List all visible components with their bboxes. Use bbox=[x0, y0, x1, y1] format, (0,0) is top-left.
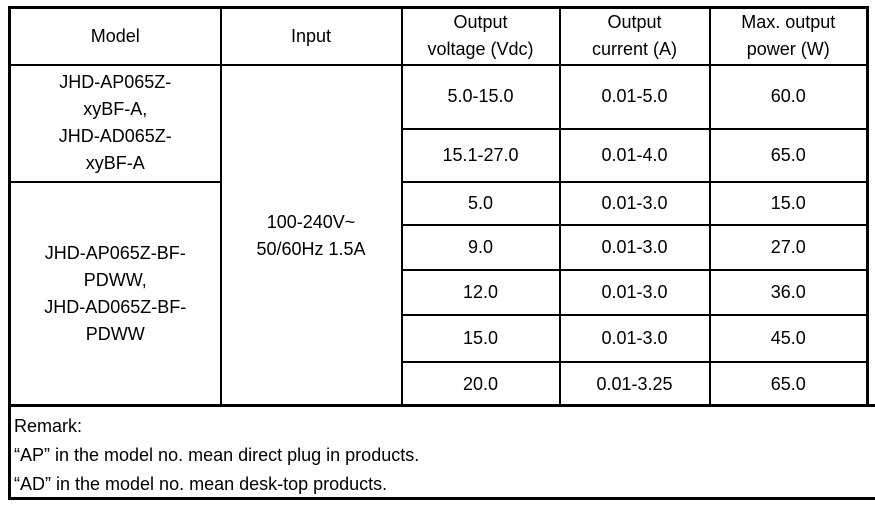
table-row: JHD-AP065Z-BF- PDWW, JHD-AD065Z-BF- PDWW… bbox=[8, 180, 869, 406]
output-voltage-cell: 20.0 bbox=[400, 360, 561, 406]
output-current-cell: 0.01-3.25 bbox=[558, 360, 711, 406]
header-input: Input bbox=[219, 6, 403, 66]
model-group-2-cell: JHD-AP065Z-BF- PDWW, JHD-AD065Z-BF- PDWW bbox=[8, 180, 222, 406]
header-output-current: Output current (A) bbox=[558, 6, 711, 66]
output-voltage-cell: 5.0-15.0 bbox=[400, 63, 561, 130]
output-current-cell: 0.01-5.0 bbox=[558, 63, 711, 130]
remark-line-ap: “AP” in the model no. mean direct plug i… bbox=[14, 445, 420, 465]
output-voltage-cell: 5.0 bbox=[400, 180, 561, 226]
header-row: Model Input Output voltage (Vdc) Output … bbox=[8, 6, 869, 66]
header-output-voltage: Output voltage (Vdc) bbox=[400, 6, 561, 66]
table-row: JHD-AP065Z- xyBF-A, JHD-AD065Z- xyBF-A 1… bbox=[8, 63, 869, 406]
max-output-power-cell: 27.0 bbox=[708, 223, 869, 271]
max-output-power-cell: 60.0 bbox=[708, 63, 869, 130]
output-voltage-cell: 15.1-27.0 bbox=[400, 127, 561, 183]
remark-line-ad: “AD” in the model no. mean desk-top prod… bbox=[14, 474, 388, 494]
output-voltage-cell: 12.0 bbox=[400, 268, 561, 316]
remark-box: Remark: “AP” in the model no. mean direc… bbox=[8, 404, 875, 500]
remark-label: Remark: bbox=[14, 416, 83, 436]
header-max-output-power: Max. output power (W) bbox=[708, 6, 869, 66]
spec-table: Model Input Output voltage (Vdc) Output … bbox=[8, 6, 869, 406]
output-current-cell: 0.01-3.0 bbox=[558, 223, 711, 271]
table-row: 9.0 0.01-3.0 27.0 bbox=[10, 223, 869, 271]
max-output-power-cell: 65.0 bbox=[708, 360, 869, 406]
model-group-1-cell: JHD-AP065Z- xyBF-A, JHD-AD065Z- xyBF-A bbox=[8, 63, 222, 183]
output-current-cell: 0.01-3.0 bbox=[558, 268, 711, 316]
max-output-power-cell: 65.0 bbox=[708, 127, 869, 183]
max-output-power-cell: 15.0 bbox=[708, 180, 869, 226]
table-row: 15.1-27.0 0.01-4.0 65.0 bbox=[10, 127, 869, 183]
input-cell: 100-240V~ 50/60Hz 1.5A bbox=[219, 63, 403, 406]
max-output-power-cell: 36.0 bbox=[708, 268, 869, 316]
table-row: 20.0 0.01-3.25 65.0 bbox=[10, 360, 869, 406]
output-current-cell: 0.01-3.0 bbox=[558, 313, 711, 363]
table-row: 15.0 0.01-3.0 45.0 bbox=[10, 313, 869, 363]
output-voltage-cell: 15.0 bbox=[400, 313, 561, 363]
header-model: Model bbox=[8, 6, 222, 66]
output-voltage-cell: 9.0 bbox=[400, 223, 561, 271]
table-row: 12.0 0.01-3.0 36.0 bbox=[10, 268, 869, 316]
output-current-cell: 0.01-3.0 bbox=[558, 180, 711, 226]
max-output-power-cell: 45.0 bbox=[708, 313, 869, 363]
output-current-cell: 0.01-4.0 bbox=[558, 127, 711, 183]
